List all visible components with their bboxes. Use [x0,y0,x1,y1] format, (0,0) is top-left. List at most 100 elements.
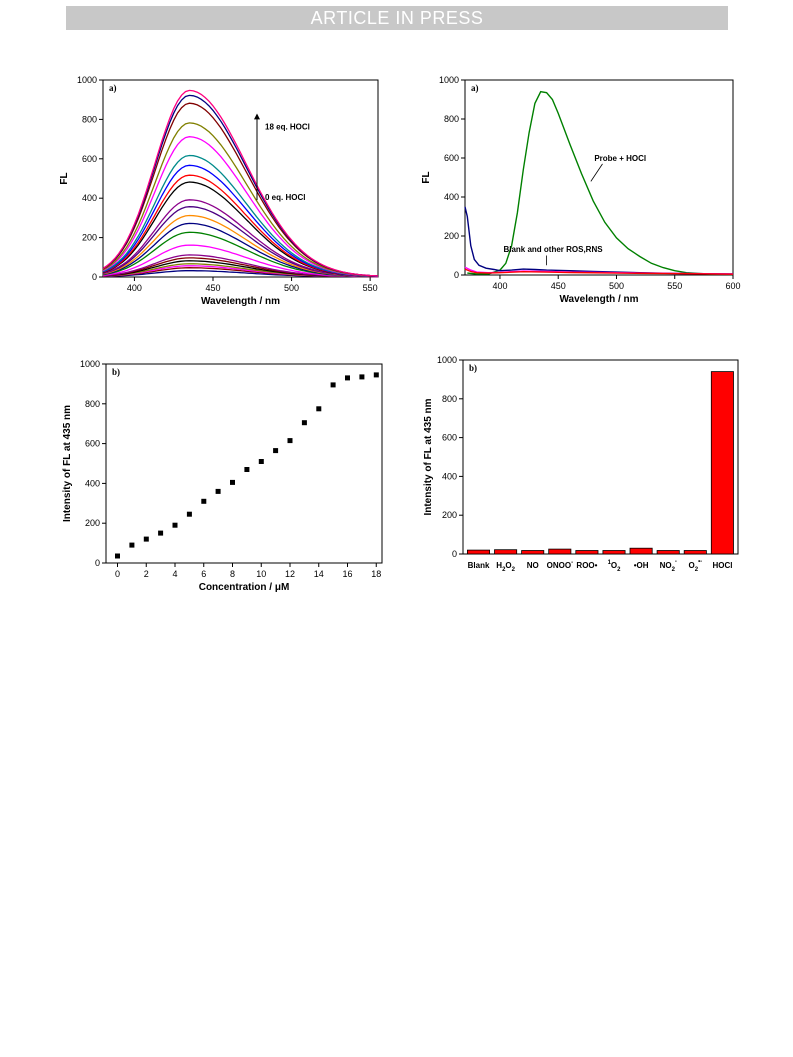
plot-frame [464,79,734,276]
y-tick-label: 200 [85,518,100,528]
data-point-1 [129,542,135,548]
y-tick-label: 600 [85,439,100,449]
article-in-press-banner: ARTICLE IN PRESS [66,6,728,30]
data-point-4 [172,522,178,528]
spectrum-line-18 [102,122,379,277]
x-tick-label: 6 [201,569,206,579]
x-tick-label: 14 [314,569,324,579]
category-label-4: ROO• [576,561,597,570]
chart-fl-selectivity-bars: 0 200 400 600 800 1000 b) Intensity of FL at 43… [423,355,739,573]
x-tick-label: 16 [342,569,352,579]
category-label-9: HOCl [712,561,732,570]
spectrum-line-20 [102,94,379,277]
annotation-top: 18 eq. HOCl [265,122,310,131]
spectrum-line-12 [102,199,379,277]
spectrum-line-21 [102,89,379,277]
panel-label: b) [469,363,477,373]
spectrum-line-3 [464,268,734,275]
data-point-3 [158,530,164,536]
spectrum-line-16 [102,154,379,277]
annotation-pointer [590,163,603,182]
x-tick-label: 4 [172,569,177,579]
x-tick-label: 550 [363,283,378,293]
y-tick-label: 200 [82,233,97,243]
y-tick-label: 0 [92,272,97,282]
y-tick-label: 0 [454,270,459,280]
y-tick-label: 400 [85,478,100,488]
x-tick-label: 12 [285,569,295,579]
data-point-0 [115,553,120,559]
data-point-12 [287,438,293,444]
data-point-9 [244,467,250,472]
x-tick-label: 500 [609,281,624,291]
x-tick-label: 600 [725,281,740,291]
y-tick-label: 400 [82,193,97,203]
x-tick-label: 450 [551,281,566,291]
data-point-15 [330,382,336,388]
spectrum-line-0 [467,90,734,276]
bar-5 [602,550,626,555]
annotation-blank: Blank and other ROS,RNS [503,245,603,254]
bar-9 [710,371,734,555]
y-tick-label: 0 [95,558,100,568]
category-label-5: 1O2 [608,560,622,573]
plot-frame [462,359,739,555]
bar-3 [548,548,572,555]
data-point-7 [215,488,221,494]
y-axis-label: FL [421,171,432,183]
data-point-16 [345,375,350,381]
x-axis-label: Concentration / μM [199,582,290,593]
x-tick-label: 500 [284,283,299,293]
x-tick-label: 550 [667,281,682,291]
data-point-6 [201,498,207,504]
y-tick-label: 1000 [80,359,100,369]
y-tick-label: 800 [82,114,97,124]
data-point-5 [186,511,192,517]
bar-2 [521,550,545,555]
y-tick-label: 200 [444,231,459,241]
y-axis-label: Intensity of FL at 435 nm [62,405,73,522]
y-tick-label: 200 [442,510,457,520]
category-label-3: ONOO- [547,560,573,570]
y-tick-label: 800 [442,394,457,404]
data-point-11 [273,448,279,454]
chart-fl-vs-concentration: 0 200 400 600 800 1000 0 2 4 6 8 10 12 14 16 18 b) Concen… [62,359,383,593]
data-point-14 [316,406,322,412]
y-tick-label: 1000 [439,75,459,85]
category-label-6: •OH [634,561,649,570]
category-label-0: Blank [468,561,490,570]
chart-fl-selectivity-spectra: 0 200 400 600 800 1000 400 450 500 550 600 a) Wavele… [421,75,741,305]
y-tick-label: 400 [442,471,457,481]
data-point-8 [230,479,235,485]
x-tick-label: 0 [115,569,120,579]
y-tick-label: 600 [442,433,457,443]
y-tick-label: 0 [452,549,457,559]
category-label-7: NO2- [660,559,677,573]
panel-label: a) [471,83,479,93]
x-tick-label: 2 [144,569,149,579]
bar-1 [494,549,518,555]
bar-6 [629,547,653,555]
data-point-2 [143,536,149,542]
spectrum-line-15 [102,164,379,277]
data-point-10 [258,459,264,464]
y-axis-label: Intensity of FL at 435 nm [423,398,434,515]
y-tick-label: 600 [82,154,97,164]
x-tick-label: 18 [371,569,381,579]
bar-4 [575,550,599,555]
y-axis-label: FL [59,172,70,184]
data-point-17 [359,374,365,380]
bar-8 [683,550,707,555]
annotation-bottom: 0 eq. HOCl [265,193,305,202]
chart-fl-titration: 0 200 400 600 800 1000 400 450 500 550 a) Wavelengt… [59,75,379,307]
x-tick-label: 10 [256,569,266,579]
category-label-8: O2•- [689,559,703,573]
data-point-18 [373,372,379,378]
y-tick-label: 1000 [77,75,97,85]
y-tick-label: 600 [444,153,459,163]
annotation-probe-hocl: Probe + HOCl [594,154,646,163]
plot-frame [102,79,379,278]
x-tick-label: 8 [230,569,235,579]
arrow-head [254,113,260,120]
